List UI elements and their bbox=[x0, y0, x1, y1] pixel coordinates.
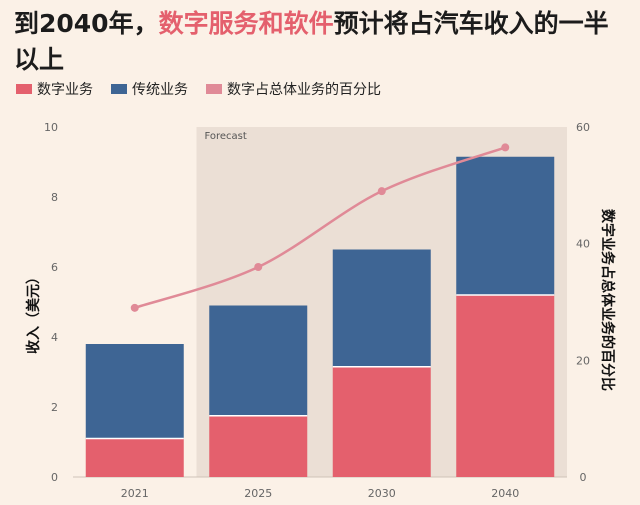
title-part1: 到2040年， bbox=[14, 9, 159, 38]
chart-title: 到2040年，数字服务和软件预计将占汽车收入的一半以上 bbox=[14, 6, 626, 78]
y-tick-label: 8 bbox=[51, 191, 58, 204]
y-tick-label: 6 bbox=[51, 261, 58, 274]
x-tick-label: 2025 bbox=[244, 487, 272, 500]
legend-label-share: 数字占总体业务的百分比 bbox=[227, 82, 381, 98]
x-tick-label: 2021 bbox=[121, 487, 149, 500]
legend-item-share: 数字占总体业务的百分比 bbox=[206, 79, 381, 99]
y2-tick-label: 0 bbox=[580, 471, 587, 484]
y2-tick-label: 40 bbox=[576, 238, 590, 251]
forecast-label: Forecast bbox=[205, 131, 247, 142]
x-tick-label: 2040 bbox=[491, 487, 519, 500]
share-point-2021 bbox=[130, 303, 139, 312]
bar-traditional-2030 bbox=[332, 249, 431, 367]
bar-digital-2025 bbox=[209, 415, 308, 477]
bar-digital-2030 bbox=[332, 366, 431, 477]
y-axis-label: 收入（美元） bbox=[25, 270, 42, 354]
legend-item-traditional: 传统业务 bbox=[111, 79, 188, 99]
title-part2: 预计将占汽车收入的一半以上 bbox=[14, 9, 609, 74]
share-line bbox=[134, 146, 506, 310]
y-tick-label: 4 bbox=[51, 331, 58, 344]
bar-traditional-2025 bbox=[209, 305, 308, 416]
legend-swatch-traditional bbox=[111, 84, 127, 94]
chart-legend: 数字业务 传统业务 数字占总体业务的百分比 bbox=[16, 79, 399, 99]
x-tick-label: 2030 bbox=[368, 487, 396, 500]
bar-digital-2021 bbox=[85, 438, 184, 477]
y-tick-label: 2 bbox=[51, 401, 58, 414]
y2-axis-label: 数字业务占总体业务的百分比 bbox=[599, 209, 616, 391]
share-point-2030 bbox=[377, 187, 386, 196]
y-tick-label: 10 bbox=[44, 121, 58, 134]
legend-label-digital: 数字业务 bbox=[37, 82, 93, 98]
legend-swatch-digital bbox=[16, 84, 32, 94]
share-point-2040 bbox=[501, 143, 510, 152]
legend-item-digital: 数字业务 bbox=[16, 79, 93, 99]
bar-traditional-2021 bbox=[85, 344, 184, 439]
bar-digital-2040 bbox=[456, 295, 555, 477]
legend-swatch-share bbox=[206, 84, 222, 94]
title-highlight: 数字服务和软件 bbox=[158, 9, 334, 38]
legend-label-traditional: 传统业务 bbox=[132, 82, 188, 98]
y-tick-label: 0 bbox=[51, 471, 58, 484]
y2-tick-label: 20 bbox=[576, 354, 590, 367]
share-point-2025 bbox=[254, 263, 263, 271]
bar-traditional-2040 bbox=[456, 156, 555, 295]
y2-tick-label: 60 bbox=[576, 121, 590, 134]
